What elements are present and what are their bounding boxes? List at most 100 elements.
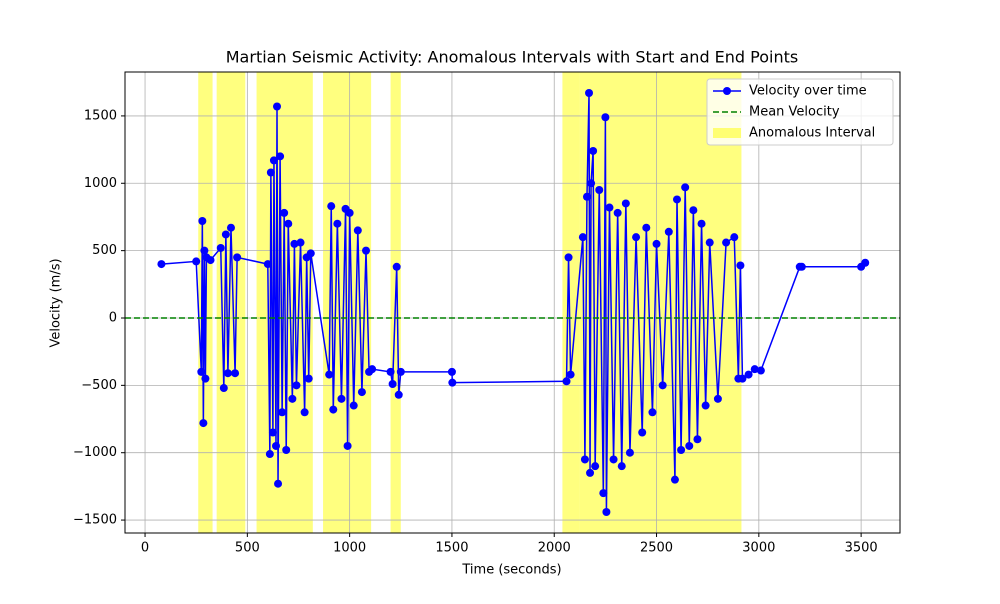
data-point [226, 223, 235, 232]
data-point [602, 507, 611, 516]
data-point [300, 408, 309, 417]
data-point [621, 199, 630, 208]
data-point [223, 369, 232, 378]
data-point [587, 179, 596, 188]
data-point [233, 253, 242, 262]
data-point [750, 365, 759, 374]
y-tick-label: −500 [81, 378, 117, 393]
data-point [670, 475, 679, 484]
data-point [206, 256, 215, 265]
data-point [271, 441, 280, 450]
x-tick-label: 2500 [640, 541, 673, 556]
data-point [353, 226, 362, 235]
x-tick-label: 3500 [845, 541, 878, 556]
legend-label: Velocity over time [749, 84, 867, 99]
data-point [276, 152, 285, 161]
data-point [266, 168, 275, 177]
data-point [325, 370, 334, 379]
data-point [580, 455, 589, 464]
data-point [304, 374, 313, 383]
x-axis-label: Time (seconds) [461, 563, 561, 578]
data-point [199, 419, 208, 428]
data-point [564, 253, 573, 262]
data-point [609, 455, 618, 464]
data-point [392, 262, 401, 271]
data-point [278, 408, 287, 417]
y-axis-label: Velocity (m/s) [49, 258, 64, 347]
data-point [288, 394, 297, 403]
data-point [601, 113, 610, 122]
data-point [638, 428, 647, 437]
data-point [296, 238, 305, 247]
data-point [652, 239, 661, 248]
data-point [693, 435, 702, 444]
data-point [613, 208, 622, 217]
data-point [756, 366, 765, 375]
data-point [586, 468, 595, 477]
data-point [578, 233, 587, 242]
x-tick-label: 500 [235, 541, 260, 556]
y-tick-label: 1000 [84, 176, 117, 191]
data-point [284, 219, 293, 228]
anomalous-interval [562, 72, 580, 533]
data-point [585, 89, 594, 98]
data-point [274, 479, 283, 488]
y-tick-label: −1000 [73, 445, 117, 460]
data-point [566, 370, 575, 379]
data-point [221, 230, 230, 239]
data-point [306, 249, 315, 258]
data-point [357, 388, 366, 397]
y-tick-label: 0 [109, 310, 117, 325]
legend-swatch [713, 128, 741, 138]
data-point [216, 243, 225, 252]
data-point [327, 202, 336, 211]
data-point [605, 203, 614, 212]
data-point [201, 374, 210, 383]
data-point [349, 401, 358, 410]
legend-box [706, 78, 894, 146]
data-point [269, 156, 278, 165]
data-point [192, 257, 201, 266]
data-point [730, 233, 739, 242]
data-point [200, 246, 209, 255]
data-point [268, 428, 277, 437]
data-point [664, 227, 673, 236]
data-point [589, 146, 598, 155]
data-point [273, 102, 282, 111]
x-tick-label: 1000 [333, 541, 366, 556]
data-point [386, 367, 395, 376]
chart-title: Martian Seismic Activity: Anomalous Inte… [226, 48, 798, 67]
data-point [282, 446, 291, 455]
data-point [447, 367, 456, 376]
x-tick-label: 0 [141, 541, 149, 556]
data-point [744, 370, 753, 379]
data-point [681, 183, 690, 192]
data-point [595, 186, 604, 195]
data-point [738, 374, 747, 383]
y-tick-label: −1500 [73, 513, 117, 528]
data-point [701, 401, 710, 410]
data-point [642, 223, 651, 232]
legend-label: Anomalous Interval [749, 126, 875, 141]
data-point [658, 381, 667, 390]
data-point [280, 208, 289, 217]
data-point [562, 377, 571, 386]
data-point [648, 408, 657, 417]
data-point [582, 192, 591, 201]
data-point [632, 233, 641, 242]
data-point [677, 446, 686, 455]
data-point [599, 489, 608, 498]
data-point [685, 441, 694, 450]
data-point [157, 260, 166, 269]
y-tick-label: 500 [92, 243, 117, 258]
x-tick-label: 1500 [435, 541, 468, 556]
x-tick-label: 2000 [538, 541, 571, 556]
legend-label: Mean Velocity [749, 105, 840, 120]
plot-frame [124, 71, 901, 534]
x-tick-label: 3000 [742, 541, 775, 556]
data-point [722, 238, 731, 247]
y-tick-label: 1500 [84, 108, 117, 123]
data-point [388, 380, 397, 389]
legend-swatch [723, 87, 731, 95]
